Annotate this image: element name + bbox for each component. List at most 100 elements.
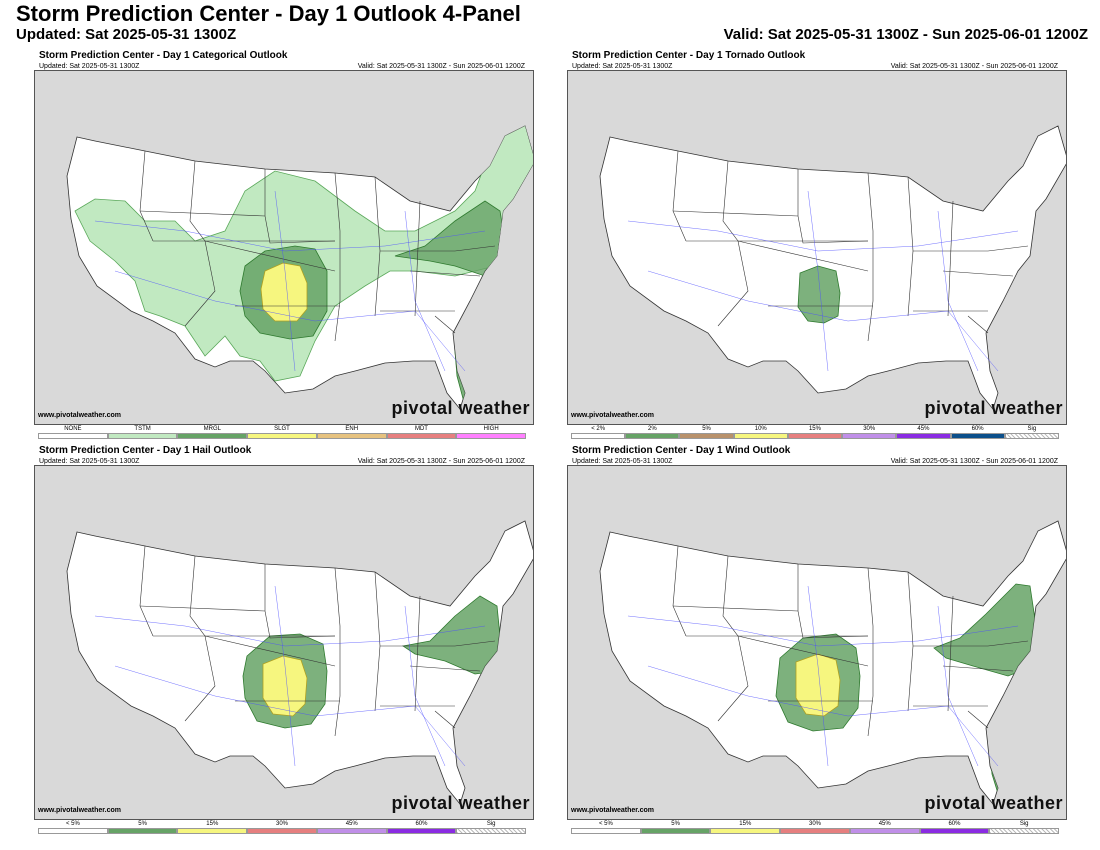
legend-swatch — [780, 828, 850, 834]
tornado-2pct-area — [797, 265, 841, 324]
legend-label: 5% — [138, 821, 147, 827]
legend-label: 30% — [863, 426, 876, 432]
legend-item: 60% — [950, 426, 1005, 439]
legend-item: 45% — [849, 821, 920, 834]
legend-swatch — [679, 433, 734, 439]
legend-swatch — [38, 828, 108, 834]
legend-label: 15% — [739, 821, 752, 827]
legend-label: HIGH — [483, 426, 499, 432]
legend-swatch — [247, 828, 317, 834]
legend-label: 10% — [754, 426, 767, 432]
legend-swatch — [919, 828, 990, 834]
legend-label: Sig — [486, 821, 496, 827]
legend-item: Sig — [456, 821, 527, 834]
legend-swatch — [456, 828, 527, 834]
legend-label: 30% — [809, 821, 822, 827]
legend-label: < 5% — [598, 821, 613, 827]
page-title: Storm Prediction Center - Day 1 Outlook … — [16, 1, 521, 26]
credit-text: www.pivotalweather.com — [38, 412, 121, 419]
outlook-map[interactable] — [567, 465, 1067, 820]
panel-categorical: Storm Prediction Center - Day 1 Categori… — [33, 50, 534, 440]
legend-label: MDT — [414, 426, 428, 432]
panel-title: Storm Prediction Center - Day 1 Hail Out… — [39, 445, 252, 456]
panel-wind: Storm Prediction Center - Day 1 Wind Out… — [566, 445, 1067, 835]
legend-swatch — [177, 828, 248, 834]
legend-item: 45% — [316, 821, 387, 834]
legend-label: 5% — [702, 426, 711, 432]
panel-hail: Storm Prediction Center - Day 1 Hail Out… — [33, 445, 534, 835]
panel-valid: Valid: Sat 2025-05-31 1300Z - Sun 2025-0… — [357, 458, 525, 465]
valid-time: Valid: Sat 2025-05-31 1300Z - Sun 2025-0… — [723, 26, 1088, 43]
panel-title: Storm Prediction Center - Day 1 Tornado … — [572, 50, 806, 61]
legend-label: 45% — [345, 821, 358, 827]
legend-swatch — [842, 433, 897, 439]
brand-logo: pivotal weather — [924, 793, 1063, 813]
legend-label: < 5% — [65, 821, 80, 827]
legend-swatch — [177, 433, 248, 439]
legend-item: 2% — [625, 426, 680, 439]
brand-logo: pivotal weather — [391, 793, 530, 813]
panel-valid: Valid: Sat 2025-05-31 1300Z - Sun 2025-0… — [890, 63, 1058, 70]
legend-label: NONE — [64, 426, 82, 432]
legend-swatch — [640, 828, 711, 834]
legend-item: SLGT — [247, 426, 317, 439]
legend-item: 60% — [386, 821, 457, 834]
legend-swatch — [896, 433, 951, 439]
legend-label: SLGT — [274, 426, 290, 432]
panel-updated: Updated: Sat 2025-05-31 1300Z — [572, 458, 673, 465]
legend-label: < 2% — [591, 426, 606, 432]
legend-label: 5% — [671, 821, 680, 827]
legend-item: 30% — [842, 426, 897, 439]
legend-item: < 2% — [571, 426, 626, 439]
legend-label: 45% — [917, 426, 930, 432]
legend-item: < 5% — [38, 821, 108, 834]
legend-swatch — [247, 433, 317, 439]
legend-label: 15% — [206, 821, 219, 827]
legend-swatch — [571, 828, 641, 834]
legend-swatch — [316, 828, 387, 834]
legend-item: 5% — [107, 821, 178, 834]
legend-item: MDT — [386, 426, 457, 439]
credit-text: www.pivotalweather.com — [571, 412, 654, 419]
outlook-map[interactable] — [567, 70, 1067, 425]
legend-item: 15% — [710, 821, 781, 834]
legend-swatch — [38, 433, 108, 439]
outlook-map[interactable] — [34, 465, 534, 820]
slgt-area — [260, 262, 308, 322]
legend-swatch — [787, 433, 843, 439]
legend-label: 45% — [878, 821, 891, 827]
outlook-map[interactable] — [34, 70, 534, 425]
legend-swatch — [107, 828, 178, 834]
wind-15pct-area — [795, 653, 841, 717]
legend-swatch — [625, 433, 680, 439]
legend-item: TSTM — [107, 426, 178, 439]
legend-swatch — [950, 433, 1005, 439]
legend-item: 5% — [679, 426, 734, 439]
updated-time: Updated: Sat 2025-05-31 1300Z — [16, 26, 237, 43]
legend-label: 60% — [948, 821, 961, 827]
legend-item: ENH — [316, 426, 387, 439]
credit-text: www.pivotalweather.com — [571, 807, 654, 814]
legend-swatch — [571, 433, 626, 439]
panel-updated: Updated: Sat 2025-05-31 1300Z — [39, 458, 140, 465]
legend-swatch — [849, 828, 920, 834]
panel-updated: Updated: Sat 2025-05-31 1300Z — [572, 63, 673, 70]
legend-item: HIGH — [456, 426, 527, 439]
brand-logo: pivotal weather — [391, 398, 530, 418]
legend-item: 10% — [733, 426, 788, 439]
legend-label: Sig — [1019, 821, 1029, 827]
credit-text: www.pivotalweather.com — [38, 807, 121, 814]
legend-label: MRGL — [203, 426, 221, 432]
panel-title: Storm Prediction Center - Day 1 Wind Out… — [572, 445, 791, 456]
legend-swatch — [456, 433, 527, 439]
legend-item: NONE — [38, 426, 108, 439]
legend-item: 15% — [787, 426, 843, 439]
legend-label: 15% — [808, 426, 821, 432]
legend-item: 30% — [247, 821, 317, 834]
legend-label: 60% — [415, 821, 428, 827]
legend-swatch — [989, 828, 1060, 834]
legend: NONE TSTM MRGL SLGT ENH MDT HIGH — [38, 426, 527, 439]
legend-label: Sig — [1027, 426, 1037, 432]
legend: < 5% 5% 15% 30% 45% 60% Sig — [38, 821, 527, 834]
panel-updated: Updated: Sat 2025-05-31 1300Z — [39, 63, 140, 70]
